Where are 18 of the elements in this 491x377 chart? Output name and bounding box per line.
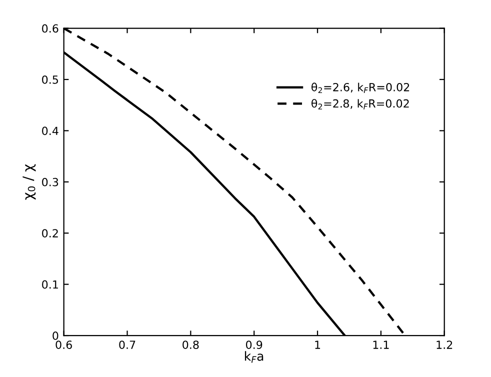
x-tick-label: 1.1 <box>373 340 389 349</box>
x-tick-label: 1 <box>315 340 320 349</box>
x-axis-title: k$_{F}$a <box>244 351 264 363</box>
y-axis-title: χ$_{0}$ / χ <box>22 164 36 200</box>
y-tick-label: 0.5 <box>42 75 58 84</box>
legend-label: θ$_{2}$=2.6, k$_{F}$R=0.02 <box>312 82 410 94</box>
y-tick-label: 0.6 <box>42 24 58 33</box>
y-tick-label: 0 <box>52 332 58 340</box>
x-tick-label: 0.8 <box>182 340 199 349</box>
x-tick-label: 0.9 <box>246 340 262 349</box>
x-tick-label: 0.7 <box>119 340 136 349</box>
y-tick-label: 0.2 <box>42 229 58 238</box>
x-tick-label: 0.6 <box>56 340 72 349</box>
x-tick-label: 1.2 <box>436 340 452 349</box>
y-tick-label: 0.4 <box>42 126 58 136</box>
y-tick-label: 0.3 <box>42 178 58 186</box>
y-tick-label: 0.1 <box>42 280 58 289</box>
legend-label: θ$_{2}$=2.8, k$_{F}$R=0.02 <box>312 98 409 110</box>
